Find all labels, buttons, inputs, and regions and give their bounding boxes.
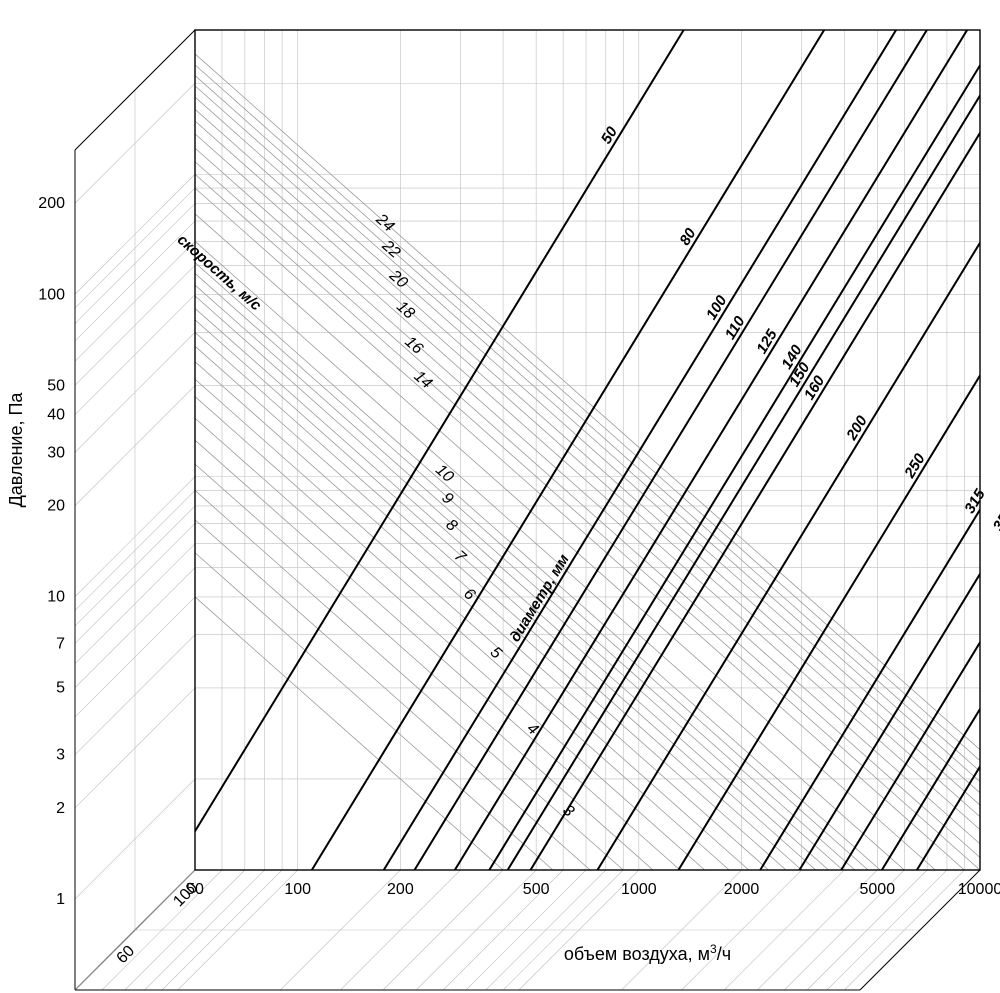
- y-tick: 10: [47, 589, 65, 606]
- x-axis-label: объем воздуха, м3/ч: [564, 942, 731, 964]
- y-tick: 200: [38, 195, 65, 212]
- x-tick: 50: [186, 881, 204, 898]
- y-tick: 5: [56, 680, 65, 697]
- x-tick: 500: [523, 881, 550, 898]
- y-tick: 3: [56, 747, 65, 764]
- y-tick: 50: [47, 377, 65, 394]
- y-axis-label: Давление, Па: [6, 392, 26, 508]
- y-tick: 40: [47, 407, 65, 424]
- y-tick: 20: [47, 498, 65, 515]
- x-tick: 200: [387, 881, 414, 898]
- y-tick: 30: [47, 444, 65, 461]
- x-tick: 5000: [860, 881, 896, 898]
- x-tick: 10000: [958, 881, 1000, 898]
- x-tick: 100: [284, 881, 311, 898]
- y-tick: 2: [56, 800, 65, 817]
- y-tick: 7: [56, 635, 65, 652]
- y-tick: 1: [56, 891, 65, 908]
- x-tick: 1000: [621, 881, 657, 898]
- nomogram-chart: 2060100508010011012514015016020025031535…: [0, 0, 1000, 993]
- x-tick: 2000: [724, 881, 760, 898]
- y-tick: 100: [38, 286, 65, 303]
